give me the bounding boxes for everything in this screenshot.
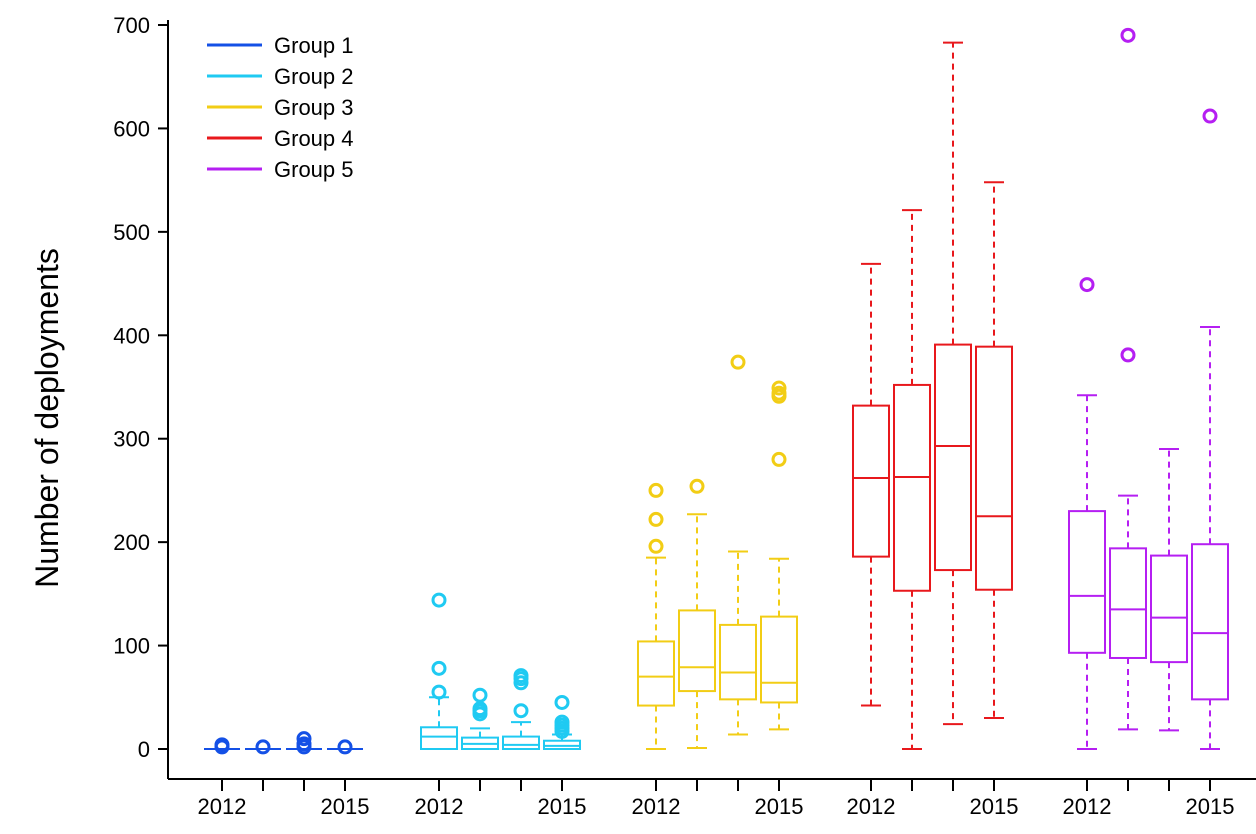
outlier-point — [771, 385, 787, 401]
y-tick-label: 100 — [113, 634, 150, 659]
box-2015 — [975, 181, 1013, 719]
outlier-point — [554, 714, 570, 730]
iqr-box — [1191, 543, 1229, 701]
box-2015 — [327, 739, 363, 755]
box-2013 — [245, 739, 281, 755]
outlier-point — [1120, 27, 1136, 43]
box-2012 — [852, 262, 890, 707]
box-2014 — [719, 354, 757, 736]
x-tick-label: 2015 — [1186, 794, 1235, 819]
box-2015 — [543, 694, 581, 750]
box-2014 — [934, 41, 972, 726]
y-tick-label: 700 — [113, 13, 150, 38]
y-tick-label: 0 — [138, 737, 150, 762]
x-tick-label: 2015 — [970, 794, 1019, 819]
outlier-point — [648, 538, 664, 554]
box-2013 — [893, 209, 931, 750]
iqr-box — [543, 739, 581, 750]
box-2012 — [1068, 277, 1106, 750]
outlier-point — [431, 660, 447, 676]
outlier-point — [1079, 277, 1095, 293]
outlier-point — [214, 737, 230, 753]
y-tick-label: 500 — [113, 220, 150, 245]
x-tick-label: 2012 — [1063, 794, 1112, 819]
box-2012 — [637, 482, 675, 750]
group-5-series — [1068, 27, 1229, 750]
box-2014 — [502, 668, 540, 750]
box-plot-series — [204, 27, 1229, 755]
legend-label-group-3: Group 3 — [274, 95, 354, 120]
box-2012 — [204, 737, 240, 755]
axes: 0 100 200 300 400 500 600 700 2012 2015 2012 2015 20… — [113, 13, 1256, 819]
box-2015 — [1191, 108, 1229, 750]
x-tick-label: 2015 — [321, 794, 370, 819]
box-2014 — [286, 731, 322, 755]
x-tick-label: 2012 — [198, 794, 247, 819]
box-2013 — [1109, 27, 1147, 731]
outlier-point — [771, 451, 787, 467]
iqr-box — [975, 345, 1013, 591]
legend-label-group-4: Group 4 — [274, 126, 354, 151]
group-3-series — [637, 354, 798, 750]
group-2-series — [420, 592, 581, 751]
outlier-point — [771, 380, 787, 396]
x-tick-label: 2012 — [847, 794, 896, 819]
outlier-point — [648, 511, 664, 527]
group-1-series — [204, 731, 363, 755]
outlier-point — [1202, 108, 1218, 124]
outlier-point — [255, 739, 271, 755]
outlier-point — [730, 354, 746, 370]
iqr-box — [1068, 510, 1106, 654]
iqr-box — [502, 735, 540, 750]
outlier-point — [337, 739, 353, 755]
outlier-point — [296, 736, 312, 752]
outlier-point — [513, 703, 529, 719]
outlier-point — [1120, 347, 1136, 363]
outlier-point — [513, 668, 529, 684]
outlier-point — [472, 687, 488, 703]
y-axis-label: Number of deployments — [29, 248, 65, 588]
iqr-box — [893, 383, 931, 592]
iqr-box — [852, 404, 890, 558]
iqr-box — [1150, 554, 1188, 664]
y-tick-label: 300 — [113, 427, 150, 452]
box-2013 — [678, 478, 716, 749]
legend: Group 1 Group 2 Group 3 Group 4 Group 5 — [207, 33, 354, 182]
x-tick-label: 2015 — [538, 794, 587, 819]
y-tick-label: 600 — [113, 116, 150, 141]
outlier-point — [648, 482, 664, 498]
iqr-box — [719, 623, 757, 701]
y-tick-label: 400 — [113, 323, 150, 348]
box-2014 — [1150, 448, 1188, 732]
outlier-point — [554, 694, 570, 710]
outlier-point — [431, 592, 447, 608]
x-tick-label: 2012 — [415, 794, 464, 819]
box-2015 — [760, 380, 798, 731]
group-4-series — [852, 41, 1013, 750]
legend-label-group-5: Group 5 — [274, 157, 354, 182]
iqr-box — [760, 615, 798, 704]
iqr-box — [934, 343, 972, 572]
x-tick-label: 2012 — [632, 794, 681, 819]
iqr-box — [1109, 547, 1147, 659]
iqr-box — [637, 640, 675, 707]
outlier-point — [296, 731, 312, 747]
y-tick-label: 200 — [113, 530, 150, 555]
outlier-point — [689, 478, 705, 494]
legend-label-group-1: Group 1 — [274, 33, 354, 58]
iqr-box — [678, 609, 716, 693]
iqr-box — [420, 726, 458, 751]
box-2013 — [461, 687, 499, 751]
outlier-point — [431, 684, 447, 700]
x-tick-label: 2015 — [755, 794, 804, 819]
legend-label-group-2: Group 2 — [274, 64, 354, 89]
box-2012 — [420, 592, 458, 751]
